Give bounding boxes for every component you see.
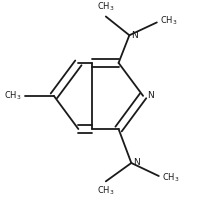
Text: CH$_3$: CH$_3$	[97, 185, 115, 197]
Text: CH$_3$: CH$_3$	[4, 90, 22, 102]
Text: N: N	[147, 91, 154, 100]
Text: CH$_3$: CH$_3$	[162, 172, 180, 184]
Text: N: N	[133, 158, 140, 167]
Text: CH$_3$: CH$_3$	[97, 0, 115, 13]
Text: N: N	[131, 31, 138, 40]
Text: CH$_3$: CH$_3$	[160, 14, 178, 27]
